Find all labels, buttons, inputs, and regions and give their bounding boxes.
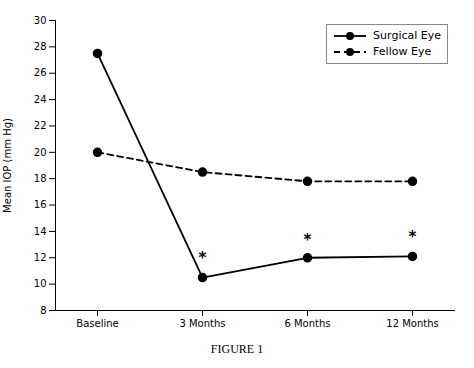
svg-text:*: * <box>199 249 207 267</box>
svg-text:*: * <box>304 231 312 249</box>
svg-text:18: 18 <box>34 173 47 184</box>
svg-text:8: 8 <box>40 305 46 316</box>
svg-text:14: 14 <box>34 226 47 237</box>
svg-text:12: 12 <box>34 252 47 263</box>
html-text:FIGURE 1: FIGURE 1 <box>210 342 264 356</box>
svg-text:10: 10 <box>34 278 47 289</box>
svg-text:6 Months: 6 Months <box>284 318 330 329</box>
svg-text:12 Months: 12 Months <box>386 318 438 329</box>
svg-text:3 Months: 3 Months <box>179 318 225 329</box>
svg-text:16: 16 <box>34 199 47 210</box>
svg-text:Baseline: Baseline <box>76 318 118 329</box>
svg-text:Mean IOP (mm Hg): Mean IOP (mm Hg) <box>2 118 13 213</box>
svg-text:24: 24 <box>34 94 47 105</box>
svg-text:22: 22 <box>34 120 47 131</box>
html-text:Surgical Eye: Surgical Eye <box>373 29 441 42</box>
svg-text:30: 30 <box>34 15 47 26</box>
svg-text:20: 20 <box>34 147 47 158</box>
svg-text:28: 28 <box>34 41 47 52</box>
svg-text:*: * <box>409 228 417 246</box>
svg-text:26: 26 <box>34 67 47 78</box>
html-text:Fellow Eye: Fellow Eye <box>373 45 432 58</box>
